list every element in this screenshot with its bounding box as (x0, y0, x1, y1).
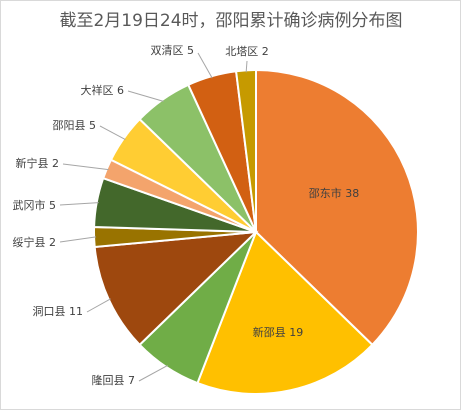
pie-slices (93, 68, 419, 395)
slice-label-8: 邵阳县 5 (53, 119, 97, 132)
slice-label-9: 大祥区 6 (81, 83, 125, 97)
leader-line-4 (86, 298, 111, 313)
leader-line-7 (62, 163, 109, 171)
slice-label-6: 武冈市 5 (13, 198, 57, 212)
slice-label-10: 双清区 5 (151, 44, 195, 57)
pie-slice-1 (255, 68, 419, 347)
slice-label-4: 洞口县 11 (33, 305, 84, 318)
leader-line-11 (245, 60, 248, 73)
leader-line-9 (127, 90, 164, 102)
slice-label-3: 隆回县 7 (92, 373, 136, 387)
leader-line-5 (59, 236, 97, 243)
leader-line-8 (99, 125, 126, 141)
slice-label-11: 北塔区 2 (225, 45, 269, 58)
label-leader-lines (59, 52, 248, 382)
leader-line-6 (59, 202, 99, 206)
leader-line-10 (197, 52, 213, 79)
slice-label-5: 绥宁县 2 (13, 235, 57, 249)
slice-labels: 邵东市 38 新邵县 19 隆回县 7 洞口县 11 绥宁县 2 武冈市 5 新宁县 2 邵阳… (13, 44, 360, 387)
slice-label-2: 新邵县 19 (253, 325, 304, 339)
slice-label-1: 邵东市 38 (309, 186, 360, 200)
slice-label-7: 新宁县 2 (16, 156, 60, 170)
chart-title: 截至2月19日24时，邵阳累计确诊病例分布图 (59, 11, 402, 31)
leader-line-3 (138, 364, 168, 382)
